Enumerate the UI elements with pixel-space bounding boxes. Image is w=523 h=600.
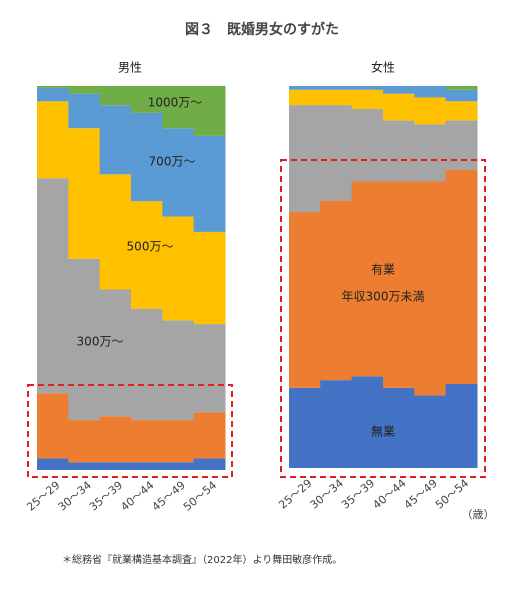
bar-segment (320, 89, 353, 106)
bar-segment (414, 181, 447, 396)
bar-segment (162, 128, 195, 217)
bar-segment (383, 120, 415, 182)
bar-segment (383, 387, 415, 468)
bar-segment (289, 86, 321, 90)
bar-segment (351, 376, 384, 468)
x-tick-label: 50～54 (181, 479, 219, 514)
bar-segment (351, 89, 384, 109)
bar-segment (131, 420, 163, 463)
bar-segment (445, 89, 478, 102)
x-tick-label: 40～44 (118, 479, 156, 514)
x-tick-label: 30～34 (56, 479, 94, 514)
bar-segment (162, 86, 195, 129)
bar-segment (68, 258, 101, 421)
bar-segment (320, 105, 353, 201)
bar-segment (193, 412, 226, 459)
x-tick-label: 45～49 (150, 479, 188, 514)
bar-segment (162, 420, 195, 463)
bar-segment (351, 86, 384, 90)
highlight-box (27, 384, 233, 478)
bar-segment (37, 393, 69, 459)
x-tick-label: 35～39 (87, 479, 125, 514)
bar-segment (289, 105, 321, 213)
bar-segment (193, 86, 226, 136)
series-label: 有業 (371, 263, 395, 277)
x-tick-label: 25～29 (24, 479, 62, 514)
bar-segment (37, 87, 69, 102)
x-tick-label: 50～54 (433, 477, 471, 512)
series-label: 1000万～ (148, 96, 203, 110)
bar-segment (445, 170, 478, 384)
bar-segment (99, 289, 132, 417)
bar-segment (351, 108, 384, 182)
bar-segment (68, 86, 101, 94)
panel-title: 女性 (371, 60, 395, 75)
bar-segment (289, 212, 321, 388)
bar-segment (37, 86, 69, 88)
bar-segment (162, 320, 195, 421)
bar-segment (414, 86, 447, 98)
bar-segment (37, 101, 69, 179)
series-label: 300万～ (77, 335, 124, 349)
plots: 男性25～2930～3435～3940～4445～4950～54300万～500… (24, 60, 478, 514)
bar-segment (320, 86, 353, 90)
bar-segment (320, 380, 353, 468)
bar-segment (37, 178, 69, 394)
bar-segment (99, 105, 132, 175)
x-tick-label: 25～29 (276, 477, 314, 512)
x-unit: （歳） (462, 508, 495, 521)
x-tick-label: 35～39 (339, 477, 377, 512)
bar-segment (68, 462, 101, 470)
bar-segment (414, 124, 447, 182)
bar-segment (383, 181, 415, 388)
bar-segment (445, 383, 478, 468)
bar-segment (351, 181, 384, 377)
bar-segment (131, 308, 163, 421)
x-tick-label: 45～49 (402, 477, 440, 512)
series-label: 700万～ (149, 155, 196, 169)
chart-title: 図３ 既婚男女のすがた (185, 21, 339, 38)
bar-segment (445, 86, 478, 90)
bar-segment (99, 174, 132, 290)
bar-segment (131, 201, 163, 309)
bar-segment (414, 97, 447, 125)
bar-segment (99, 86, 132, 106)
bar-segment (193, 458, 226, 470)
source-note: ＊総務省『就業構造基本調査』（2022年）より舞田敏彦作成。 (62, 553, 342, 566)
bar-segment (445, 120, 478, 171)
bar-segment (131, 112, 163, 202)
series-label: 年収300万未満 (342, 290, 425, 304)
bar-segment (289, 387, 321, 468)
bar-segment (131, 462, 163, 470)
x-tick-label: 40～44 (370, 477, 408, 512)
bar-segment (37, 458, 69, 470)
bar-segment (414, 395, 447, 468)
bar-segment (68, 128, 101, 259)
bar-segment (99, 416, 132, 463)
bar-segment (320, 200, 353, 381)
x-tick-label: 30～34 (308, 477, 346, 512)
bar-segment (162, 462, 195, 470)
bar-segment (193, 231, 226, 325)
bar-segment (99, 462, 132, 470)
series-label: 500万～ (127, 240, 174, 254)
bar-segment (68, 420, 101, 463)
bar-segment (289, 89, 321, 106)
bar-segment (131, 86, 163, 113)
bar-segment (383, 86, 415, 94)
bar-segment (193, 324, 226, 413)
bar-segment (383, 93, 415, 121)
bar-segment (162, 216, 195, 321)
panel-title: 男性 (118, 61, 142, 75)
bar-segment (193, 135, 226, 232)
highlight-box (280, 159, 486, 478)
bar-segment (68, 93, 101, 129)
bar-segment (445, 101, 478, 121)
series-label: 無業 (371, 424, 395, 439)
